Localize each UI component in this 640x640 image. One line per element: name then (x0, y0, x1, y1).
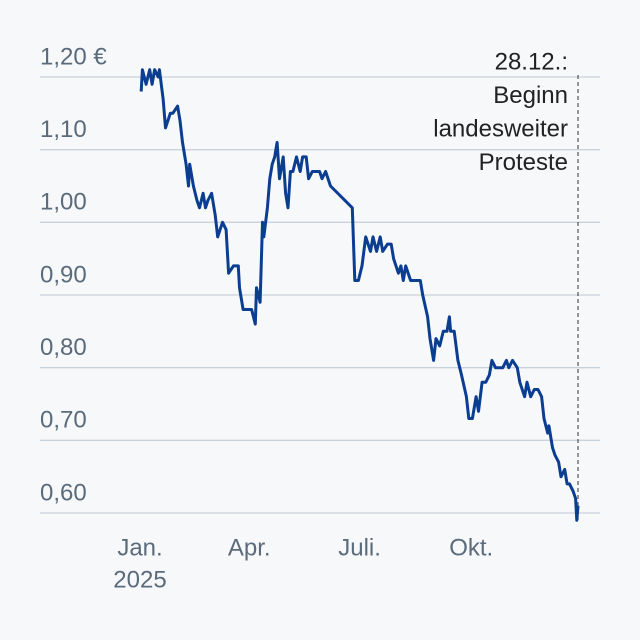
y-tick-label: 1,00 (40, 189, 87, 216)
x-tick-label: Apr. (228, 534, 271, 561)
x-tick-label: Jan. (117, 534, 162, 561)
price-line (139, 68, 580, 522)
annotation-text: landesweiter (433, 115, 568, 142)
y-tick-label: 0,90 (40, 261, 87, 288)
annotation-text: Beginn (493, 82, 568, 109)
y-tick-label: 1,20 € (40, 43, 107, 70)
y-tick-label: 0,60 (40, 479, 87, 506)
y-tick-label: 0,70 (40, 407, 87, 434)
annotation-text: 28.12.: (495, 48, 568, 75)
y-tick-label: 1,10 (40, 116, 87, 143)
annotation-text: Proteste (479, 149, 568, 176)
year-label: 2025 (113, 566, 166, 593)
x-tick-label: Okt. (449, 534, 493, 561)
y-tick-label: 0,80 (40, 334, 87, 361)
x-tick-label: Juli. (338, 534, 381, 561)
